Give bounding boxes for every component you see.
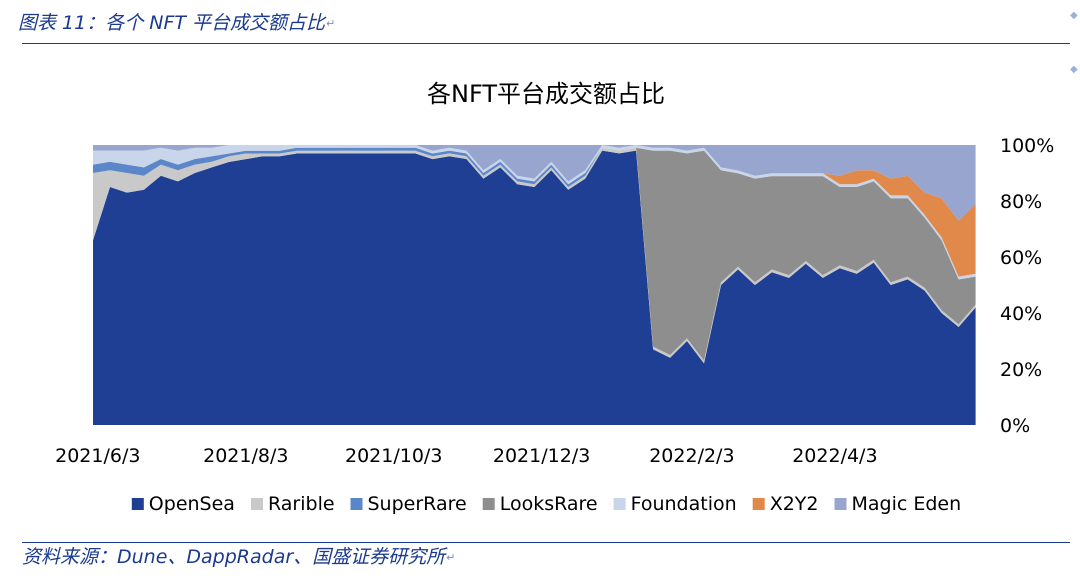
legend-label-magic-eden: Magic Eden xyxy=(852,493,962,515)
legend-label-opensea: OpenSea xyxy=(149,493,235,515)
y-tick-label: 100% xyxy=(1000,135,1054,157)
legend-swatch-rarible xyxy=(251,498,263,510)
y-tick-label: 40% xyxy=(1000,303,1042,325)
return-mark-icon: ↵ xyxy=(326,17,336,30)
source-rule xyxy=(22,542,1070,543)
source-text: 资料来源：Dune、DappRadar、国盛证券研究所 xyxy=(22,546,446,568)
legend-swatch-superrare xyxy=(350,498,363,510)
legend-label-rarible: Rarible xyxy=(268,493,335,515)
legend-label-foundation: Foundation xyxy=(631,493,737,515)
anchor-mark-icon: ◆ xyxy=(1070,10,1078,21)
area-superrare xyxy=(93,147,976,361)
x-tick-label: 2021/10/3 xyxy=(345,445,442,467)
area-magic-eden xyxy=(93,145,976,221)
figure-caption-text: 图表 11：各个 NFT 平台成交额占比 xyxy=(18,12,326,34)
y-axis: 0% 20% 40% 60% 80% 100% xyxy=(1000,135,1054,437)
y-tick-label: 20% xyxy=(1000,359,1042,381)
y-tick-label: 0% xyxy=(1000,415,1030,437)
y-tick-label: 80% xyxy=(1000,191,1042,213)
x-tick-label: 2021/6/3 xyxy=(55,445,140,467)
legend-label-x2y2: X2Y2 xyxy=(770,493,819,515)
anchor-mark-icon: ◆ xyxy=(1070,64,1078,75)
chart-title: 各NFT平台成交额占比 xyxy=(427,80,665,108)
area-opensea xyxy=(93,150,976,425)
return-mark-icon: ↵ xyxy=(446,551,456,564)
legend-swatch-x2y2 xyxy=(752,498,765,510)
legend-label-superrare: SuperRare xyxy=(368,493,467,515)
legend-swatch-foundation xyxy=(613,498,626,510)
legend-label-looksrare: LooksRare xyxy=(500,493,598,515)
source-note: 资料来源：Dune、DappRadar、国盛证券研究所↵ xyxy=(22,542,455,569)
legend-swatch-magic-eden xyxy=(834,498,847,510)
figure-caption: 图表 11：各个 NFT 平台成交额占比↵ xyxy=(18,8,335,35)
caption-rule xyxy=(22,43,1070,44)
area-looksrare xyxy=(93,147,976,361)
x-tick-label: 2022/4/3 xyxy=(792,445,877,467)
legend: OpenSea Rarible SuperRare LooksRare Foundati… xyxy=(131,493,962,515)
legend-swatch-opensea xyxy=(131,498,144,510)
legend-swatch-looksrare xyxy=(482,498,495,510)
area-foundation xyxy=(93,145,976,280)
area-rarible xyxy=(93,147,976,364)
x-tick-label: 2021/8/3 xyxy=(203,445,288,467)
x-axis: 2021/6/3 2021/8/3 2021/10/3 2021/12/3 2022/2… xyxy=(55,445,877,467)
y-tick-label: 60% xyxy=(1000,247,1042,269)
x-tick-label: 2021/12/3 xyxy=(493,445,590,467)
plot-area xyxy=(93,145,976,425)
x-tick-label: 2022/2/3 xyxy=(649,445,734,467)
